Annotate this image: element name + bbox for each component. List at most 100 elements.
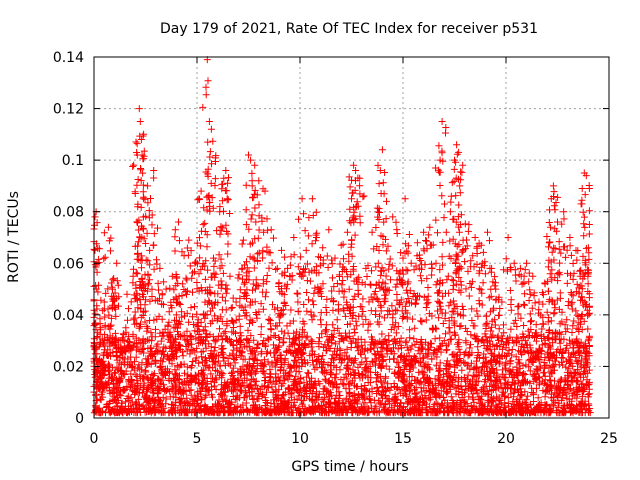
data-point [459, 161, 467, 169]
data-point [319, 244, 327, 252]
data-point [284, 264, 292, 272]
data-point [199, 221, 207, 229]
data-point [576, 272, 584, 280]
data-point [438, 118, 446, 125]
data-point [136, 118, 144, 125]
y-tick-label: 0.04 [53, 308, 84, 324]
x-tick-label: 25 [600, 431, 618, 447]
data-point [484, 228, 491, 236]
data-point [545, 239, 553, 247]
data-point [242, 221, 250, 229]
data-point [238, 264, 246, 272]
data-point [109, 285, 116, 293]
data-point [191, 259, 199, 267]
data-point [195, 195, 203, 203]
data-point [156, 264, 164, 272]
data-point [232, 298, 240, 306]
data-point [436, 156, 444, 164]
data-point [205, 118, 213, 125]
data-point [123, 290, 131, 298]
y-tick-label: 0.02 [53, 359, 84, 375]
data-point [547, 195, 555, 203]
data-point [348, 195, 355, 203]
data-point [313, 234, 320, 241]
y-axis-label: ROTI / TECUs [6, 191, 22, 283]
data-point [104, 223, 112, 231]
axis-ticks [93, 56, 610, 419]
data-point [210, 254, 217, 262]
data-point [308, 195, 316, 203]
data-point [488, 264, 496, 272]
y-tick-label: 0.12 [53, 102, 84, 118]
data-point [535, 298, 543, 306]
data-point-cloud [90, 77, 594, 417]
data-point [566, 234, 574, 241]
data-point [144, 182, 152, 190]
data-point [172, 311, 180, 319]
data-point [325, 226, 333, 234]
data-point [290, 234, 298, 241]
data-point [471, 234, 479, 241]
data-point [523, 259, 531, 267]
data-point [374, 259, 382, 267]
x-tick-label: 5 [193, 431, 202, 447]
data-point [584, 244, 592, 252]
data-point [261, 187, 269, 195]
y-tick-labels: 0 0.02 0.04 0.06 0.08 0.1 0.12 0.14 [53, 50, 84, 427]
data-point [420, 228, 428, 236]
data-point [554, 218, 561, 226]
data-point [294, 298, 302, 306]
data-point [529, 272, 537, 280]
data-point [226, 272, 234, 280]
data-point [376, 167, 384, 174]
data-point [207, 125, 215, 133]
data-point [350, 161, 358, 169]
plot-frame [93, 56, 610, 419]
y-tick-label: 0.14 [53, 50, 84, 66]
data-point [267, 226, 275, 234]
data-point [389, 213, 397, 221]
data-point [222, 167, 230, 174]
x-tick-labels: 0 5 10 15 20 25 [90, 431, 618, 447]
data-point [399, 254, 407, 262]
data-point [197, 187, 205, 195]
data-point [465, 221, 473, 229]
x-tick-label: 20 [497, 431, 515, 447]
data-point [368, 228, 376, 236]
x-tick-label: 10 [291, 431, 309, 447]
data-point [432, 259, 440, 267]
data-point [378, 146, 386, 154]
data-point [91, 213, 99, 221]
data-point [216, 208, 224, 216]
data-point [247, 156, 255, 164]
data-point [179, 280, 187, 288]
data-point [100, 298, 108, 306]
data-point [273, 264, 281, 272]
data-point [582, 172, 590, 180]
data-point [426, 223, 434, 231]
data-point [455, 148, 463, 156]
data-point [498, 298, 506, 306]
data-point [477, 241, 485, 249]
chart-title: Day 179 of 2021, Rate Of TEC Index for r… [160, 21, 538, 37]
data-point [251, 161, 259, 169]
y-tick-label: 0 [75, 411, 84, 427]
data-point [331, 254, 339, 262]
data-point [150, 167, 158, 174]
data-point [451, 156, 458, 164]
data-point [549, 182, 557, 190]
data-point [162, 285, 170, 293]
data-point [337, 241, 345, 249]
data-point [446, 208, 454, 216]
data-point [413, 239, 421, 247]
data-point [133, 151, 141, 159]
x-tick-label: 0 [90, 431, 99, 447]
data-point [572, 246, 580, 254]
data-point [168, 272, 176, 280]
data-point [175, 218, 182, 226]
data-point [220, 174, 228, 182]
data-point [407, 259, 415, 267]
data-point [117, 337, 125, 345]
data-point [578, 185, 586, 192]
